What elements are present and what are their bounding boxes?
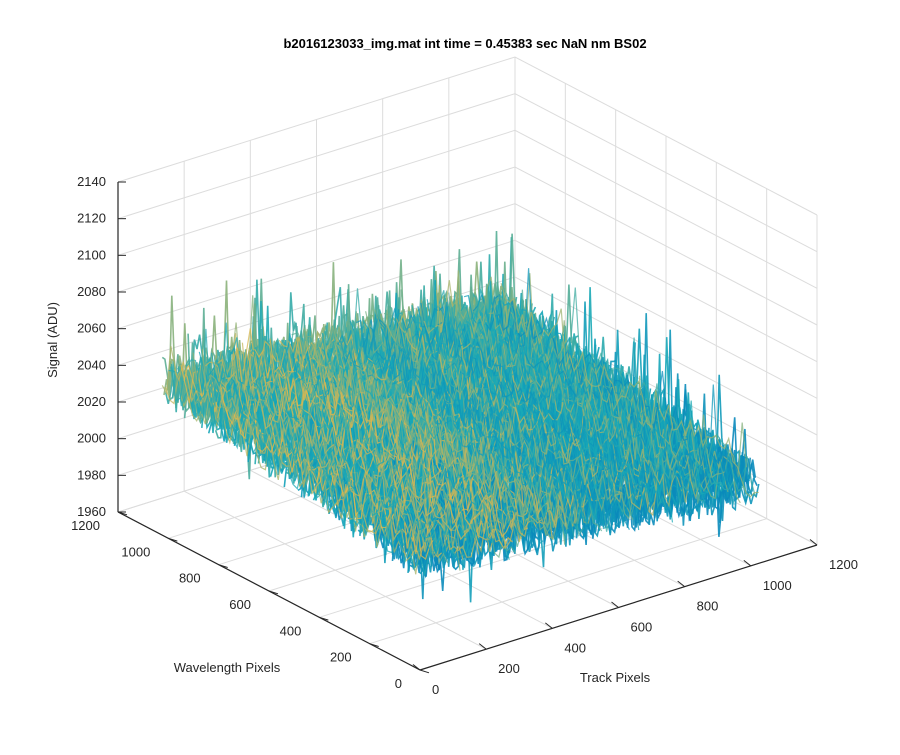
y-tick-5 [168,537,178,542]
x-tick-5 [743,559,752,567]
surface-col-84 [420,302,680,507]
chart-title: b2016123033_img.mat int time = 0.45383 s… [283,36,647,51]
surface-col-103 [478,305,738,497]
surface-col-63 [356,319,615,524]
z-tick-label-8: 2120 [77,211,106,226]
grid-line-y-floor-1 [369,518,767,645]
x-tick-label-0: 0 [432,682,439,697]
surface-col-104 [482,273,741,504]
x-tick-label-4: 800 [697,599,719,614]
z-tick-label-4: 2040 [77,357,106,372]
x-tick-4 [677,580,685,588]
surface-col-95 [454,291,714,500]
grid-line-z-5 [117,203,818,363]
y-tick-1 [369,643,379,647]
y-tick-label-4: 800 [179,571,201,586]
y-tick-label-6: 1200 [71,518,100,533]
grid-line-z-9 [117,56,818,216]
x-tick-label-1: 200 [498,661,520,676]
x-tick-1 [478,643,487,650]
surface-col-56 [334,311,594,524]
grid-line-z-6 [117,166,818,326]
x-tick-3 [611,601,619,608]
surface-col-100 [469,303,729,500]
grid-line-z-8 [117,93,818,253]
y-tick-label-3: 600 [229,597,251,612]
y-tick-6 [117,511,128,516]
x-tick-0 [412,664,421,671]
y-tick-2 [319,616,329,621]
y-tick-label-0: 0 [395,676,402,691]
z-tick-label-0: 1960 [77,504,106,519]
surface-col-22 [229,345,489,540]
z-tick-label-1: 1980 [77,467,106,482]
surface-col-90 [438,290,698,505]
surface-layer [161,230,760,603]
grid-line-z-7 [117,129,818,289]
x-tick-2 [545,622,553,629]
z-tick-label-5: 2060 [77,321,106,336]
y-axis-label: Wavelength Pixels [174,660,281,675]
y-tick-label-1: 200 [330,650,352,665]
surface-col-77 [398,311,658,517]
z-axis-label: Signal (ADU) [45,302,60,378]
z-tick-label-7: 2100 [77,247,106,262]
surface-col-85 [423,270,683,508]
surface-col-6 [180,364,440,560]
surface-col-62 [352,288,612,532]
x-tick-6 [809,539,818,546]
y-tick-3 [268,590,279,595]
y-tick-label-2: 400 [280,623,302,638]
surface-col-65 [361,319,621,530]
surface-col-110 [500,283,759,498]
x-tick-label-2: 400 [564,640,586,655]
x-axis-label: Track Pixels [580,670,651,685]
z-tick-label-9: 2140 [77,174,106,189]
x-tick-label-6: 1200 [829,557,858,572]
z-tick-label-2: 2000 [77,431,106,446]
grid-line-z-4 [117,239,818,399]
y-tick-0 [419,669,430,674]
y-tick-4 [218,564,228,568]
x-tick-label-5: 1000 [763,578,792,593]
z-tick-label-6: 2080 [77,284,106,299]
x-tick-label-3: 600 [631,620,653,635]
surface-col-12 [198,351,458,557]
z-tick-label-3: 2020 [77,394,106,409]
y-tick-label-5: 1000 [121,544,150,559]
tick-layer: 1960198020002020204020602080210021202140… [71,174,858,697]
surface-col-35 [269,338,529,543]
